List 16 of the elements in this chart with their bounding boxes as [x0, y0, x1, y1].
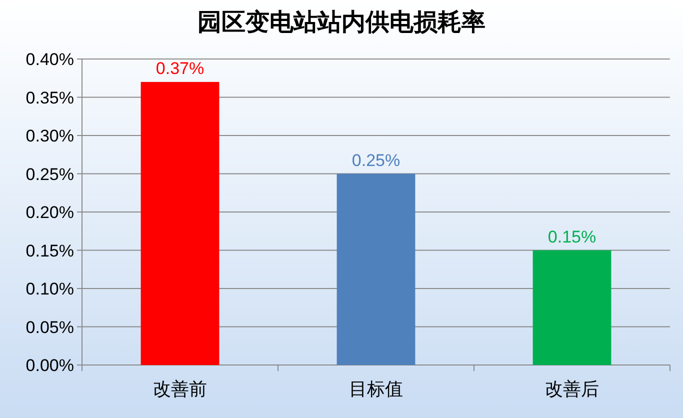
y-tick-label: 0.40%	[26, 50, 74, 69]
data-label: 0.25%	[352, 150, 400, 170]
y-tick-label: 0.20%	[26, 203, 74, 222]
x-tick-label: 改善后	[545, 379, 599, 399]
data-label: 0.15%	[548, 227, 596, 246]
data-label: 0.37%	[156, 58, 204, 78]
x-tick-label: 改善前	[153, 379, 207, 399]
y-tick-label: 0.00%	[26, 356, 74, 375]
y-tick-label: 0.15%	[26, 241, 74, 260]
y-tick-label: 0.35%	[26, 88, 74, 108]
y-tick-label: 0.30%	[26, 126, 74, 146]
y-tick-label: 0.05%	[26, 318, 74, 337]
y-tick-label: 0.25%	[26, 164, 74, 184]
x-tick-label: 目标值	[349, 379, 403, 399]
chart-title: 园区变电站站内供电损耗率	[198, 9, 486, 36]
y-tick-label: 0.10%	[26, 280, 74, 298]
